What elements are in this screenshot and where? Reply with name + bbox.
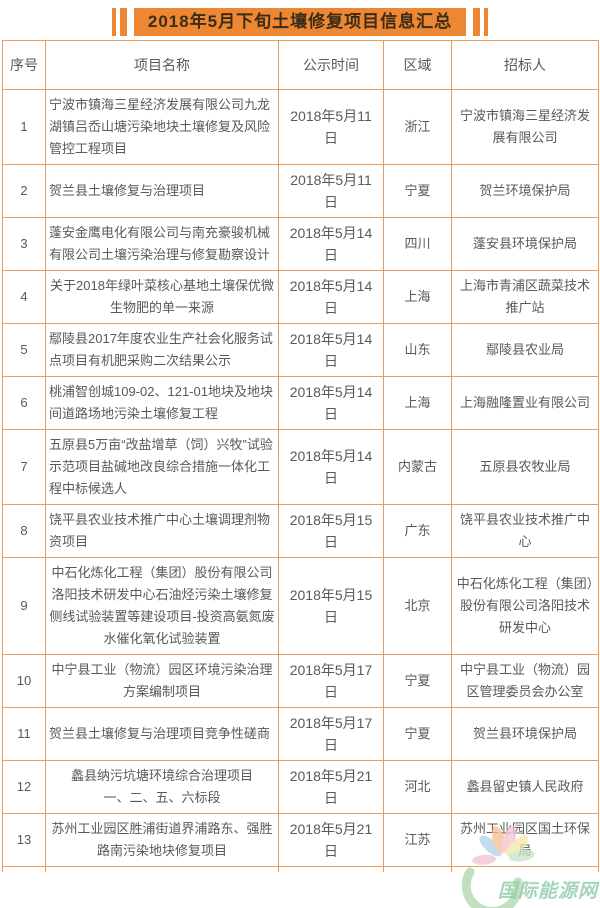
cell-serial-no: 1 (2, 89, 46, 165)
cell-serial-no: 10 (2, 654, 46, 708)
title-accent-bars-right-icon (473, 8, 489, 36)
table-row: 10 中宁县工业（物流）园区环境污染治理方案编制项目 2018年5月17日 宁夏… (2, 654, 599, 708)
cell-tenderer: 蓬安县环境保护局 (451, 217, 599, 271)
cell-region: 广东 (383, 504, 452, 558)
cell-publish-date: 2018年5月15日 (278, 557, 384, 655)
cell-region: 上海 (383, 376, 452, 430)
cell-region: 宁夏 (383, 164, 452, 218)
cell-serial-no: 9 (2, 557, 46, 655)
page-header: 2018年5月下旬土壤修复项目信息汇总 (0, 8, 600, 36)
cell-tenderer: 贺兰环境保护局 (451, 164, 599, 218)
cell-project-name: 宁波市镇海三星经济发展有限公司九龙湖镇吕岙山塘污染地块土壤修复及风险管控工程项目 (45, 89, 279, 165)
cell-region: 河北 (383, 760, 452, 814)
title-accent-bars-left-icon (111, 8, 127, 36)
cell-project-name: 蠡县纳污坑塘环境综合治理项目 一、二、五、六标段 (45, 760, 279, 814)
cell-tenderer: 饶平县农业技术推广中心 (451, 504, 599, 558)
cell-region: 宁夏 (383, 654, 452, 708)
cell-tenderer: 中石化炼化工程（集团）股份有限公司洛阳技术研发中心 (451, 557, 599, 655)
cell-tenderer: 苏州工业园区国土环保局 (451, 813, 599, 867)
table-row: 5 鄢陵县2017年度农业生产社会化服务试点项目有机肥采购二次结果公示 2018… (2, 323, 599, 377)
header-row: 序号 项目名称 公示时间 区域 招标人 (2, 40, 599, 90)
cell-project-name: 蓬安金鹰电化有限公司与南充豪骏机械有限公司土壤污染治理与修复勘察设计 (45, 217, 279, 271)
table-row: 8 饶平县农业技术推广中心土壤调理剂物资项目 2018年5月15日 广东 饶平县… (2, 504, 599, 558)
projects-table: 序号 项目名称 公示时间 区域 招标人 1 宁波市镇海三星经济发展有限公司九龙湖… (2, 40, 599, 872)
partial-next-row (2, 866, 599, 872)
cell-tenderer: 鄢陵县农业局 (451, 323, 599, 377)
cell-region: 北京 (383, 557, 452, 655)
cell-region: 山东 (383, 323, 452, 377)
cell-publish-date: 2018年5月14日 (278, 429, 384, 505)
cell-serial-no: 8 (2, 504, 46, 558)
cell-publish-date: 2018年5月21日 (278, 760, 384, 814)
cell-project-name: 鄢陵县2017年度农业生产社会化服务试点项目有机肥采购二次结果公示 (45, 323, 279, 377)
cell-project-name: 中宁县工业（物流）园区环境污染治理方案编制项目 (45, 654, 279, 708)
cell-project-name: 桃浦智创城109-02、121-01地块及地块间道路场地污染土壤修复工程 (45, 376, 279, 430)
cell-tenderer: 中宁县工业（物流）园区管理委员会办公室 (451, 654, 599, 708)
col-header-date: 公示时间 (278, 40, 384, 90)
cell-serial-no: 7 (2, 429, 46, 505)
cell-publish-date: 2018年5月17日 (278, 654, 384, 708)
cell-tenderer: 蠡县留史镇人民政府 (451, 760, 599, 814)
table-row: 2 贺兰县土壤修复与治理项目 2018年5月11日 宁夏 贺兰环境保护局 (2, 164, 599, 218)
cell-region: 江苏 (383, 813, 452, 867)
cell-serial-no: 4 (2, 270, 46, 324)
watermark-text: 国际能源网 (498, 881, 599, 902)
cell-publish-date: 2018年5月21日 (278, 813, 384, 867)
cell-tenderer: 上海市青浦区蔬菜技术推广站 (451, 270, 599, 324)
col-header-region: 区域 (383, 40, 452, 90)
cell-publish-date: 2018年5月11日 (278, 89, 384, 165)
table-row: 11 贺兰县土壤修复与治理项目竞争性磋商 2018年5月17日 宁夏 贺兰县环境… (2, 707, 599, 761)
cell-project-name: 苏州工业园区胜浦街道界浦路东、强胜路南污染地块修复项目 (45, 813, 279, 867)
cell-publish-date: 2018年5月14日 (278, 376, 384, 430)
cell-publish-date: 2018年5月14日 (278, 270, 384, 324)
cell-region: 四川 (383, 217, 452, 271)
cell-project-name: 贺兰县土壤修复与治理项目 (45, 164, 279, 218)
cell-region: 上海 (383, 270, 452, 324)
cell-serial-no: 12 (2, 760, 46, 814)
cell-serial-no: 2 (2, 164, 46, 218)
cell-publish-date: 2018年5月15日 (278, 504, 384, 558)
col-header-tenderer: 招标人 (451, 40, 599, 90)
table-row: 9 中石化炼化工程（集团）股份有限公司洛阳技术研发中心石油烃污染土壤修复侧线试验… (2, 557, 599, 655)
cell-tenderer: 宁波市镇海三星经济发展有限公司 (451, 89, 599, 165)
cell-project-name: 饶平县农业技术推广中心土壤调理剂物资项目 (45, 504, 279, 558)
cell-publish-date: 2018年5月14日 (278, 323, 384, 377)
cell-region: 浙江 (383, 89, 452, 165)
cell-region: 宁夏 (383, 707, 452, 761)
cell-region: 内蒙古 (383, 429, 452, 505)
page: 2018年5月下旬土壤修复项目信息汇总 序号 项目名称 公示时间 区域 招标人 … (0, 8, 600, 908)
table-row: 6 桃浦智创城109-02、121-01地块及地块间道路场地污染土壤修复工程 2… (2, 376, 599, 430)
cell-serial-no: 6 (2, 376, 46, 430)
table-row: 7 五原县5万亩“改盐增草（饲）兴牧”试验示范项目盐碱地改良综合措施一体化工程中… (2, 429, 599, 505)
cell-project-name: 中石化炼化工程（集团）股份有限公司洛阳技术研发中心石油烃污染土壤修复侧线试验装置… (45, 557, 279, 655)
table-row: 12 蠡县纳污坑塘环境综合治理项目 一、二、五、六标段 2018年5月21日 河… (2, 760, 599, 814)
cell-serial-no: 5 (2, 323, 46, 377)
cell-tenderer: 五原县农牧业局 (451, 429, 599, 505)
cell-publish-date: 2018年5月17日 (278, 707, 384, 761)
cell-serial-no: 3 (2, 217, 46, 271)
cell-serial-no: 11 (2, 707, 46, 761)
cell-tenderer: 上海融隆置业有限公司 (451, 376, 599, 430)
col-header-no: 序号 (2, 40, 46, 90)
cell-serial-no: 13 (2, 813, 46, 867)
page-title: 2018年5月下旬土壤修复项目信息汇总 (133, 8, 467, 36)
cell-tenderer: 贺兰县环境保护局 (451, 707, 599, 761)
cell-publish-date: 2018年5月11日 (278, 164, 384, 218)
cell-project-name: 五原县5万亩“改盐增草（饲）兴牧”试验示范项目盐碱地改良综合措施一体化工程中标候… (45, 429, 279, 505)
table-row: 4 关于2018年绿叶菜核心基地土壤保优微生物肥的单一来源 2018年5月14日… (2, 270, 599, 324)
col-header-name: 项目名称 (45, 40, 279, 90)
cell-project-name: 关于2018年绿叶菜核心基地土壤保优微生物肥的单一来源 (45, 270, 279, 324)
cell-publish-date: 2018年5月14日 (278, 217, 384, 271)
cell-project-name: 贺兰县土壤修复与治理项目竞争性磋商 (45, 707, 279, 761)
table-row: 1 宁波市镇海三星经济发展有限公司九龙湖镇吕岙山塘污染地块土壤修复及风险管控工程… (2, 89, 599, 165)
table-row: 13 苏州工业园区胜浦街道界浦路东、强胜路南污染地块修复项目 2018年5月21… (2, 813, 599, 867)
table-row: 3 蓬安金鹰电化有限公司与南充豪骏机械有限公司土壤污染治理与修复勘察设计 201… (2, 217, 599, 271)
